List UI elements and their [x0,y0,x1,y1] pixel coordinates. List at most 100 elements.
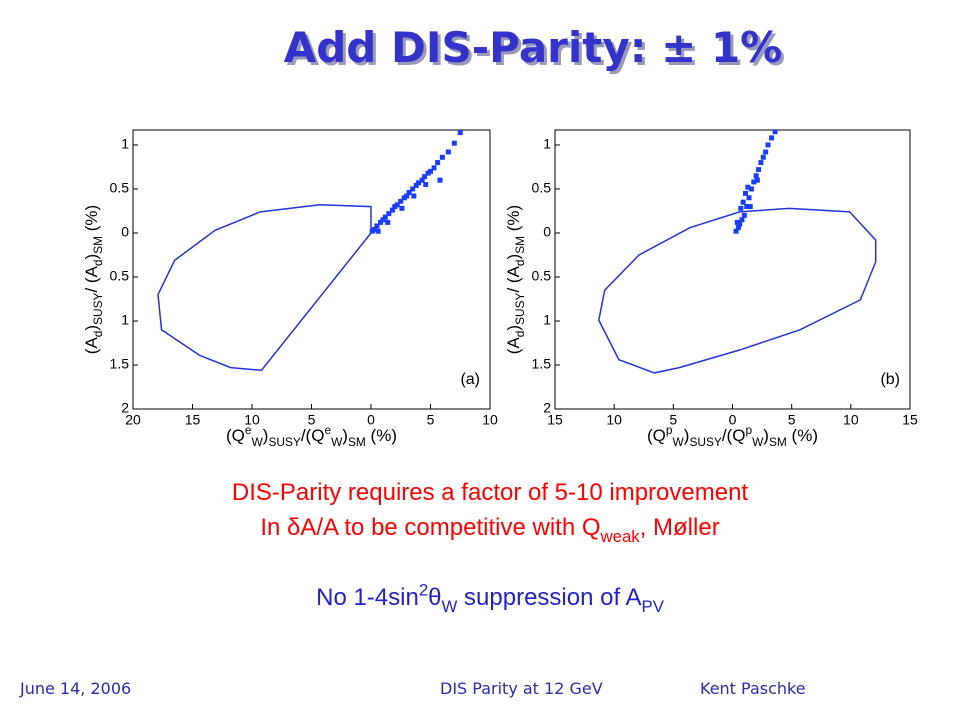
text-part: (A [82,337,101,355]
y-tick-label: 1.5 [110,356,130,372]
scatter-point [413,182,419,188]
text-part: ) [342,426,348,445]
scatter-point [419,177,425,183]
text-part: PV [642,597,665,616]
text-part: (%) [366,426,397,445]
scatter-point [416,180,422,186]
y-axis-label: (Ad)SUSY/ (Ad)SM (%) [82,205,105,354]
text-part: W [331,435,343,449]
scatter-point [753,173,759,179]
scatter-point [746,195,752,201]
scatter-point [382,214,388,220]
text-part: d [513,259,527,266]
y-tick-label: 0.5 [532,180,552,196]
text-part: / (A [82,265,101,292]
text-part: W [752,435,764,449]
x-tick-label: 10 [606,412,622,428]
y-axis-label: (Ad)SUSY/ (Ad)SM (%) [504,205,527,354]
text-part: SUSY [689,435,721,449]
text-part: SM [513,236,527,254]
y-tick-label: 0.5 [110,180,130,196]
scatter-point [428,168,433,174]
x-tick-label: 5 [788,412,796,428]
scatter-point [378,219,384,225]
text-part: ) [263,426,269,445]
title: Add DIS-Parity: ± 1% [284,23,783,72]
x-axis-label: (QeW)SUSY/(QeW)SM (%) [226,423,397,449]
text-part: SUSY [91,292,105,324]
text-part: SM [91,236,105,254]
scatter-point [760,154,766,160]
y-tick-label: 0 [543,224,551,240]
text-part: d [91,331,105,338]
scatter-point [439,154,445,160]
scatter-point [756,167,762,173]
x-tick-label: 5 [308,412,316,428]
scatter-point [394,202,400,208]
text-part: (A [504,337,523,355]
text-part: θ [428,584,441,611]
text-part: In δA/A to be competitive with Q [260,514,600,541]
text-part: ) [82,325,101,331]
scatter-point [751,179,757,185]
text-part: (%) [787,426,818,445]
footer-talk: DIS Parity at 12 GeV [440,679,603,698]
scatter-point [765,142,771,148]
note-line: DIS-Parity requires a factor of 5-10 imp… [232,479,749,506]
y-tick-label: 0 [121,224,129,240]
y-tick-label: 1 [121,136,129,152]
scatter-point [772,129,778,135]
text-part: ) [763,426,769,445]
text-part: 2 [419,580,428,599]
footer-author: Kent Paschke [700,679,806,698]
scatter-point [754,177,760,183]
scatter-point [398,198,404,204]
text-part: SM [769,435,787,449]
text-part: e [245,423,252,437]
scatter-point [739,217,745,223]
scatter-point [763,149,769,155]
text-part: /(Q [301,426,325,445]
y-tick-label: 1 [543,312,551,328]
plot-frame [132,129,491,410]
scatter-point [740,199,746,205]
scatter-point [422,174,428,180]
panel-label: (b) [880,371,900,388]
x-tick-label: 0 [729,412,737,428]
scatter-point [457,130,463,136]
scatter-point [406,189,412,195]
x-tick-label: 20 [125,412,141,428]
text-part: SM [348,435,366,449]
note-line: No 1-4sin2θW suppression of APV [316,580,665,616]
y-tick-label: 2 [543,400,551,416]
note-line: In δA/A to be competitive with Qweak, Mø… [260,514,719,546]
text-part: /(Q [722,426,746,445]
scatter-point [748,186,754,192]
scatter-point [445,149,451,155]
x-tick-label: 0 [367,412,375,428]
title-shadow: Add DIS-Parity: ± 1% [287,26,786,75]
scatter-point [435,160,441,166]
text-part: SUSY [268,435,300,449]
scatter-point [389,207,395,213]
text-part: DIS-Parity requires a factor of 5-10 imp… [232,479,749,506]
x-tick-label: 10 [843,412,859,428]
text-part: No 1-4sin [316,584,419,611]
x-tick-label: 5 [427,412,435,428]
x-axis-label: (QpW)SUSY/(QpW)SM (%) [647,423,818,449]
text-part: SUSY [513,292,527,324]
scatter-point [385,219,391,225]
scatter-point [431,165,437,171]
plot-frame [554,129,911,410]
scatter-point [744,204,750,210]
text-part: , Møller [640,514,720,541]
scatter-point [399,205,405,211]
text-part: ) [82,254,101,260]
x-tick-label: 10 [244,412,260,428]
y-tick-label: 1 [121,312,129,328]
scatter-point [386,211,392,217]
x-tick-label: 10 [482,412,498,428]
y-tick-label: 0.5 [532,268,552,284]
text-part: (Q [226,426,245,445]
